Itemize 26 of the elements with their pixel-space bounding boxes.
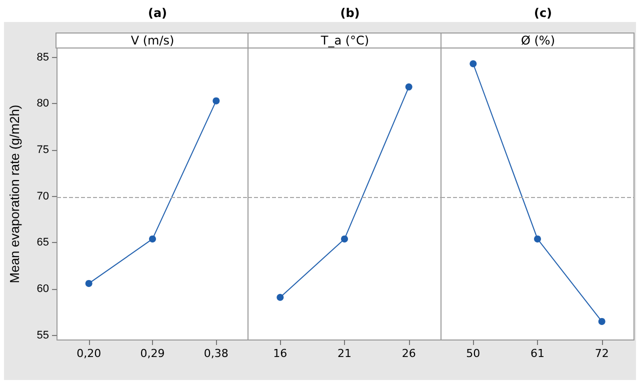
point: [212, 97, 220, 104]
y-tick-label: 80: [36, 98, 49, 110]
y-tick-label: 70: [36, 190, 49, 202]
y-axis-title: Mean evaporation rate (g/m2h): [7, 104, 22, 284]
chart-subtitle: Ø (%): [520, 34, 556, 48]
y-tick-label: 85: [36, 51, 49, 64]
chart-subtitle: V (m/s): [130, 34, 174, 48]
y-tick-label: 55: [36, 329, 49, 342]
chart-title: (b): [340, 6, 360, 20]
y-tick-label: 60: [36, 283, 49, 296]
chart-subtitle: T_a (°C): [320, 34, 370, 48]
x-tick-label: 61: [530, 347, 544, 360]
x-tick-label: 16: [273, 347, 288, 360]
x-tick-label: 0,20: [76, 347, 102, 360]
point: [85, 280, 92, 287]
chart-title: (a): [148, 6, 168, 20]
x-tick-label: 21: [338, 347, 352, 360]
chart-title: (c): [534, 6, 552, 20]
x-tick-label: 26: [402, 347, 416, 360]
y-tick-label: 75: [36, 144, 49, 156]
x-tick-label: 0,29: [140, 347, 165, 360]
y-tick-label: 65: [36, 236, 49, 249]
x-tick-label: 50: [466, 347, 480, 360]
x-tick-label: 0,38: [204, 347, 228, 360]
point: [149, 235, 156, 242]
x-tick-label: 72: [594, 347, 609, 360]
